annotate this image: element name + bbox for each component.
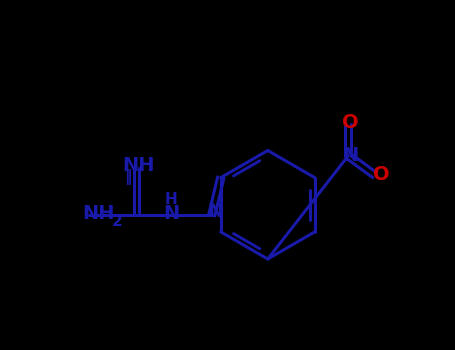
Text: 2: 2	[112, 214, 123, 229]
Text: H: H	[165, 192, 178, 207]
Text: N: N	[342, 146, 358, 165]
Text: NH: NH	[122, 156, 155, 175]
Text: O: O	[373, 166, 390, 184]
Text: N: N	[207, 202, 223, 221]
Text: N: N	[163, 204, 180, 223]
Text: O: O	[342, 113, 359, 132]
Text: ‖: ‖	[124, 169, 131, 185]
Text: NH: NH	[82, 204, 114, 223]
